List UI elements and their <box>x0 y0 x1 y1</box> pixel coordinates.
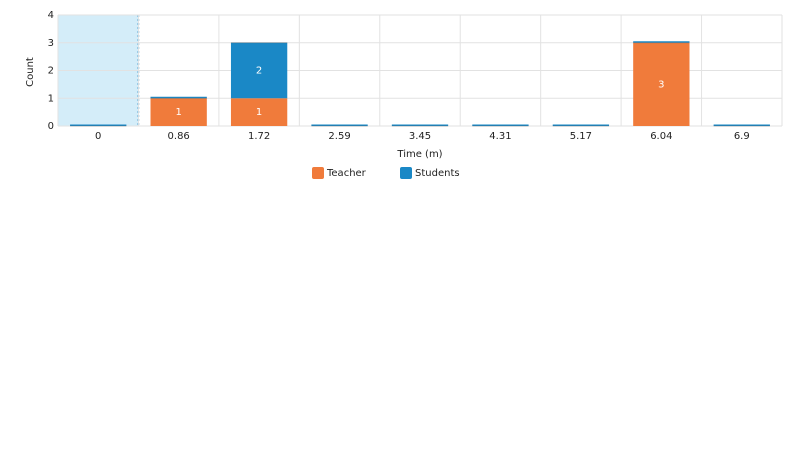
x-tick-label: 0.86 <box>168 131 190 142</box>
legend-label: Students <box>415 168 460 179</box>
y-tick-label: 4 <box>48 10 54 21</box>
bar-segment <box>633 41 690 43</box>
y-tick-label: 3 <box>48 38 54 49</box>
bar-segment <box>472 124 529 126</box>
data-label: 3 <box>658 79 664 90</box>
data-label: 2 <box>256 66 262 77</box>
bar-segment <box>633 42 690 126</box>
bar-segment <box>150 96 207 99</box>
bar-segment <box>70 124 127 126</box>
y-tick-label: 2 <box>48 66 54 77</box>
y-tick-label: 0 <box>48 121 54 132</box>
x-tick-label: 5.17 <box>570 131 592 142</box>
x-axis-label: Time (m) <box>396 149 442 160</box>
bar-segment <box>311 124 368 126</box>
x-tick-label: 1.72 <box>248 131 270 142</box>
x-tick-label: 0 <box>95 131 101 142</box>
x-tick-label: 3.45 <box>409 131 431 142</box>
x-tick-label: 2.59 <box>328 131 350 142</box>
legend-swatch <box>400 167 412 179</box>
bar-segment <box>552 124 610 126</box>
legend-swatch <box>312 167 324 179</box>
data-label: 1 <box>175 107 181 118</box>
data-label: 1 <box>256 107 262 118</box>
bar-segment <box>230 98 288 126</box>
x-tick-label: 6.04 <box>650 131 672 142</box>
bar-segment <box>713 124 770 126</box>
bar-segment <box>150 98 207 126</box>
y-axis-label: Count <box>25 57 36 87</box>
y-tick-label: 1 <box>48 93 54 104</box>
legend-label: Teacher <box>326 168 367 179</box>
bar-segment <box>230 42 288 99</box>
bar-segment <box>391 124 449 126</box>
x-tick-label: 6.9 <box>734 131 750 142</box>
x-tick-label: 4.31 <box>489 131 511 142</box>
